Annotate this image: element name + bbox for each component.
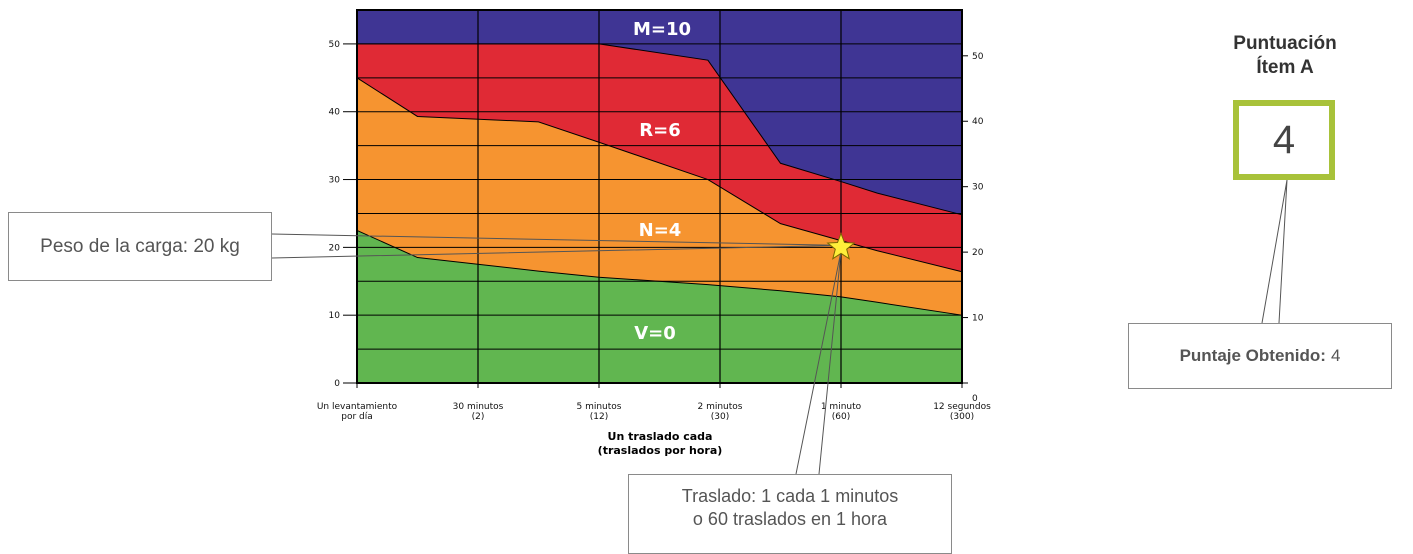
zone-label-m: M=10 [633, 19, 691, 40]
zone-label-n: N=4 [639, 220, 682, 241]
x-tick-label: 30 minutos [453, 402, 504, 412]
score-title-line-2: Ítem A [1256, 57, 1314, 78]
x-tick-sublabel: (30) [711, 412, 729, 422]
risk-chart: 0 10 20 30 40 50 0 10 20 30 40 50 Un levantamientopo… [271, 9, 1288, 475]
right-tick-label: 40 [972, 117, 984, 127]
right-tick-label: 50 [972, 52, 984, 62]
transfer-frequency-callout: Traslado: 1 cada 1 minutos o 60 traslado… [628, 474, 952, 554]
x-tick-label: Un levantamiento [317, 402, 398, 412]
plot-frame [356, 9, 963, 384]
score-value-box: 4 [1233, 100, 1335, 180]
x-axis-title-line: (traslados por hora) [598, 444, 723, 457]
right-tick-label: 20 [972, 248, 984, 258]
zone-labels-layer: V=0 N=4 R=6 M=10 [633, 19, 691, 344]
obtained-score-value: 4 [1330, 346, 1341, 365]
zone-m [357, 10, 962, 215]
x-tick-label: 12 segundos [933, 402, 991, 412]
x-tick-label: 1 minuto [821, 402, 862, 412]
transfer-line-2: o 60 traslados en 1 hora [692, 509, 888, 529]
x-tick-label: 5 minutos [577, 402, 622, 412]
score-title-line-1: Puntuación [1233, 33, 1337, 54]
x-tick-label: 2 minutos [698, 402, 743, 412]
load-weight-text: Peso de la carga: 20 kg [40, 235, 240, 257]
zone-label-v: V=0 [634, 323, 676, 344]
marker-layer [826, 232, 856, 260]
zone-r [357, 43, 962, 272]
left-tick-label: 0 [334, 379, 340, 389]
x-axis-title-line: Un traslado cada [608, 430, 713, 443]
right-tick-label: 0 [972, 394, 978, 404]
x-tick-sublabel: (60) [832, 412, 850, 422]
zone-v [357, 230, 962, 383]
x-axis-title: Un traslado cada(traslados por hora) [598, 430, 723, 457]
zone-n [357, 77, 962, 316]
left-tick-label: 50 [329, 40, 341, 50]
x-tick-sublabel: por día [341, 412, 373, 422]
obtained-score-label: Puntaje Obtenido: [1179, 346, 1326, 365]
zones-layer [356, 10, 963, 383]
x-tick-sublabel: (12) [590, 412, 608, 422]
star-icon [826, 232, 856, 260]
left-tick-label: 30 [329, 176, 341, 186]
grid-layer [356, 9, 963, 384]
zone-boundary-1 [356, 229, 963, 316]
left-tick-label: 40 [329, 108, 341, 118]
left-tick-label: 20 [329, 243, 341, 253]
load-weight-callout: Peso de la carga: 20 kg [8, 212, 272, 281]
axis-layer: 0 10 20 30 40 50 0 10 20 30 40 50 Un levantamientopo… [317, 40, 991, 422]
left-tick-label: 10 [329, 311, 341, 321]
score-leader-line [1261, 179, 1288, 324]
zone-label-r: R=6 [639, 120, 680, 141]
x-tick-sublabel: (300) [950, 412, 974, 422]
right-tick-label: 10 [972, 314, 984, 324]
score-title: Puntuación Ítem A [1200, 32, 1370, 80]
x-tick-sublabel: (2) [472, 412, 485, 422]
score-value: 4 [1272, 117, 1296, 162]
obtained-score-callout: Puntaje Obtenido: 4 [1128, 323, 1392, 389]
right-tick-label: 30 [972, 183, 984, 193]
transfer-line-1: Traslado: 1 cada 1 minutos [681, 486, 899, 506]
